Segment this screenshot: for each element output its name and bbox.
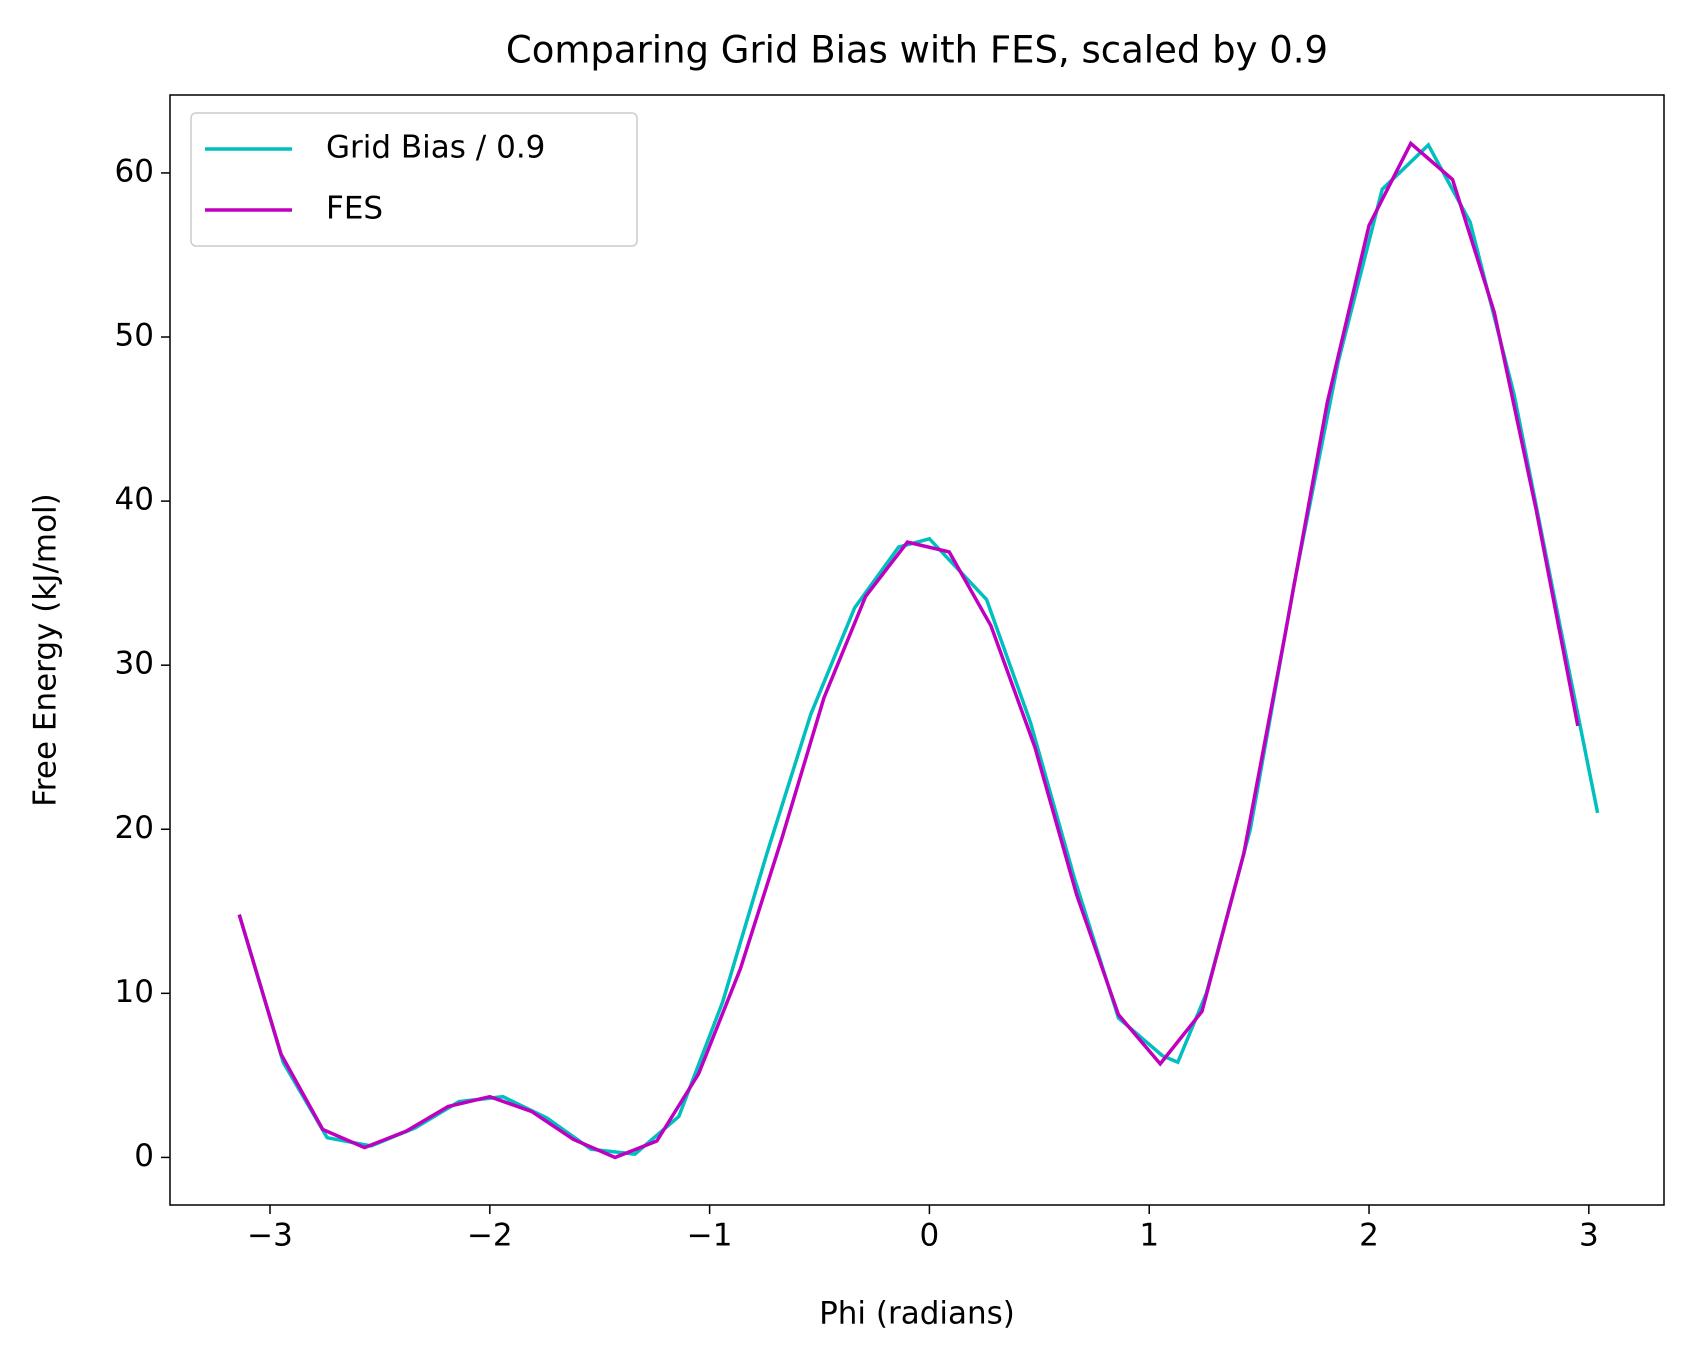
y-axis-label: Free Energy (kJ/mol) (28, 493, 64, 807)
x-tick-label: 0 (920, 1218, 940, 1254)
y-tick-label: 0 (134, 1138, 154, 1174)
x-tick-label: 2 (1359, 1218, 1379, 1254)
y-tick-label: 20 (115, 810, 154, 846)
chart-title: Comparing Grid Bias with FES, scaled by … (506, 29, 1328, 72)
x-tick-label: 1 (1139, 1218, 1159, 1254)
y-tick-label: 50 (115, 318, 154, 354)
x-tick-label: −2 (467, 1218, 513, 1254)
legend-label: Grid Bias / 0.9 (326, 130, 545, 166)
plot-frame (169, 94, 1665, 1206)
legend-box (190, 112, 638, 247)
x-tick-label: 3 (1579, 1218, 1599, 1254)
y-tick-label: 40 (115, 482, 154, 518)
y-tick-label: 10 (115, 974, 154, 1010)
x-axis-label: Phi (radians) (819, 1296, 1015, 1332)
y-tick-label: 60 (115, 153, 154, 189)
legend-label: FES (326, 191, 383, 227)
x-tick-label: −3 (247, 1218, 293, 1254)
series-line (237, 142, 1600, 1156)
series-line (237, 140, 1580, 1160)
y-tick-label: 30 (115, 646, 154, 682)
x-tick-label: −1 (687, 1218, 733, 1254)
